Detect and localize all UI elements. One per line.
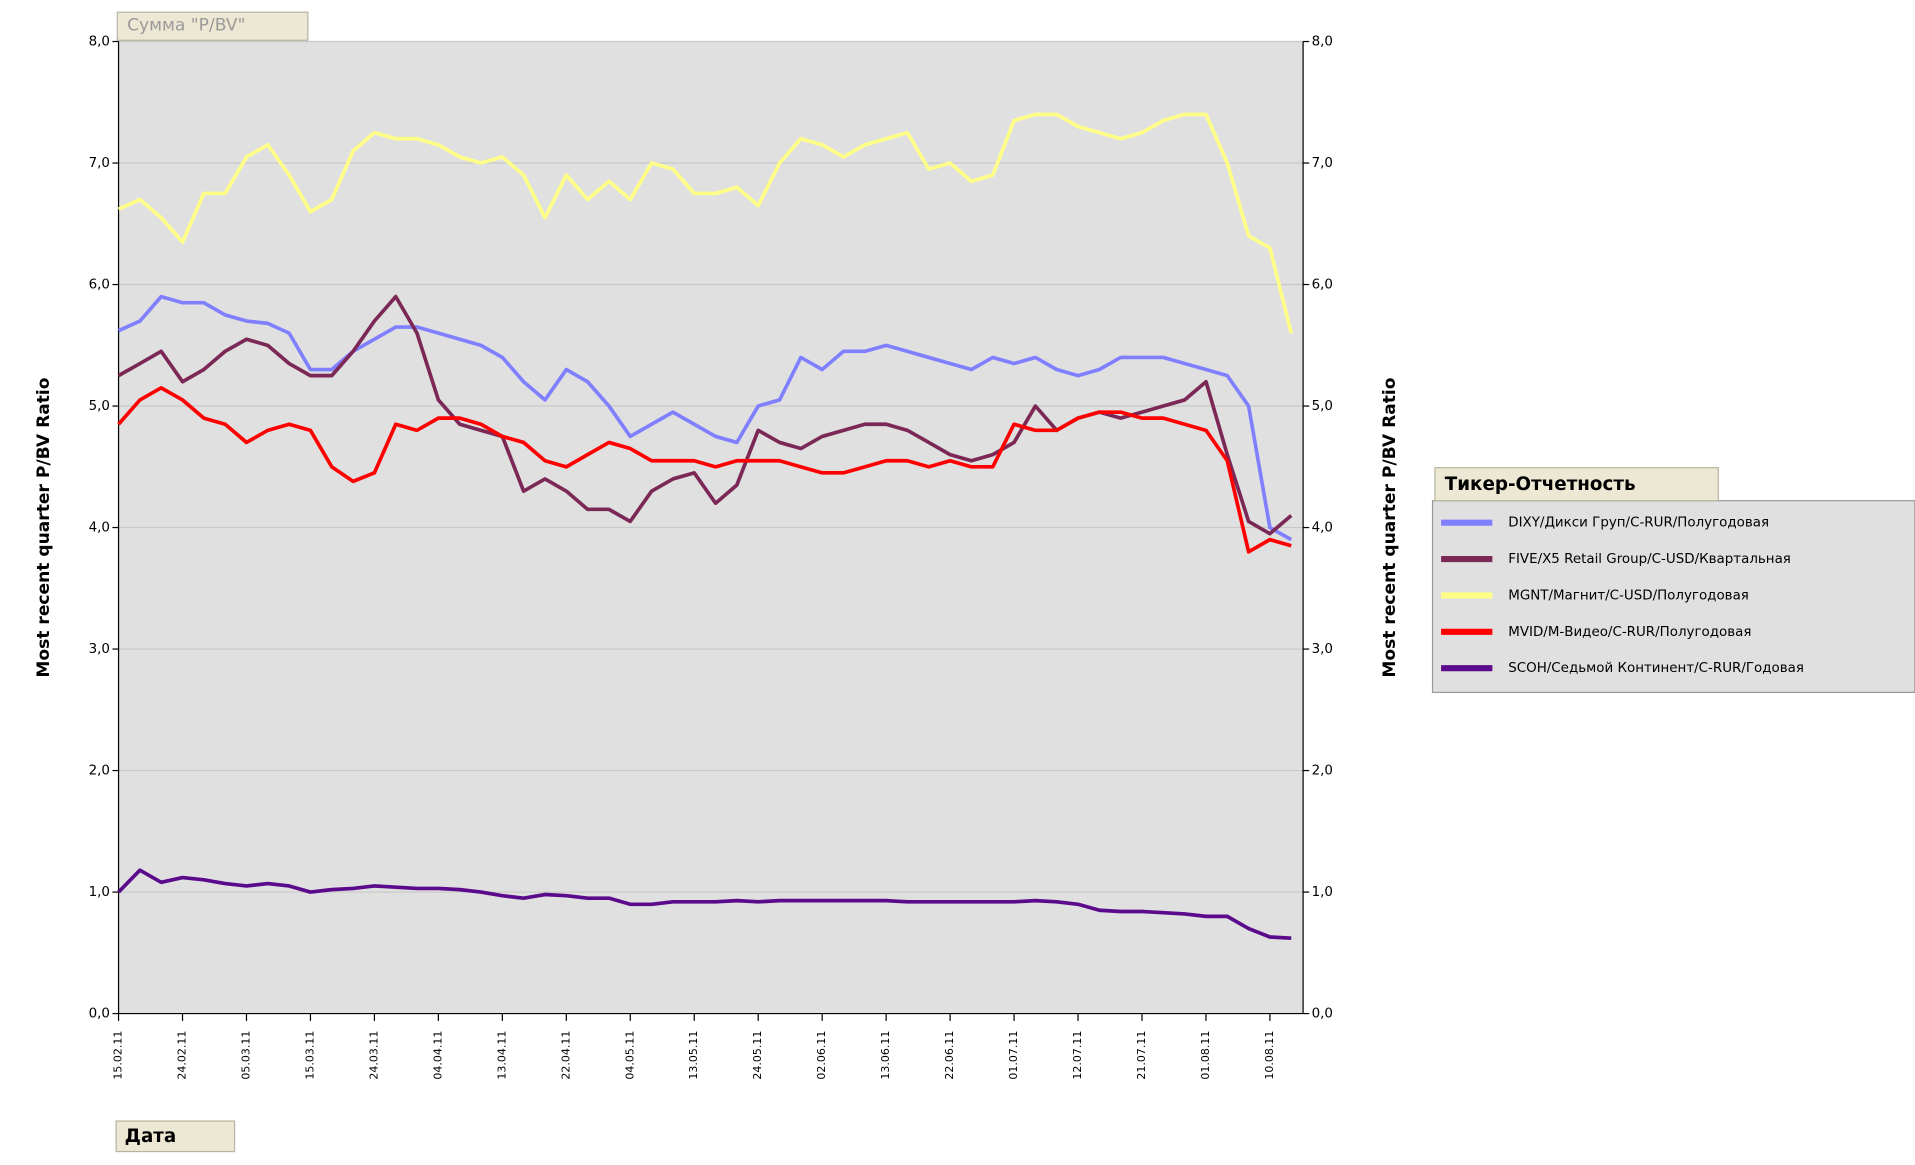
y-tick-label: 6,0	[89, 278, 110, 293]
y2-tick-label: 6,0	[1312, 278, 1333, 293]
x-tick-label: 24.02.11	[176, 1031, 189, 1080]
legend-label: FIVE/X5 Retail Group/C-USD/Квартальная	[1508, 552, 1791, 567]
x-button-label[interactable]: Дата	[125, 1126, 177, 1147]
y-tick-label: 0,0	[89, 1007, 110, 1022]
y-axis-label: Most recent quarter P/BV Ratio	[34, 378, 54, 678]
y-tick-label: 7,0	[89, 156, 110, 171]
x-tick-label: 04.05.11	[623, 1031, 636, 1080]
y2-axis-label: Most recent quarter P/BV Ratio	[1380, 378, 1400, 678]
y2-tick-label: 7,0	[1312, 156, 1333, 171]
legend-title-box	[1434, 467, 1719, 502]
legend-label: SCOH/Седьмой Континент/C-RUR/Годовая	[1508, 661, 1804, 676]
x-tick-label: 01.07.11	[1007, 1031, 1020, 1080]
x-tick-label: 02.06.11	[815, 1031, 828, 1080]
x-tick-label: 24.05.11	[751, 1031, 764, 1080]
x-button[interactable]	[115, 1120, 236, 1153]
y2-tick-label: 5,0	[1312, 399, 1333, 414]
x-tick-label: 22.04.11	[559, 1031, 572, 1080]
series-line	[117, 868, 1292, 941]
x-tick-label: 21.07.11	[1135, 1031, 1148, 1080]
x-tick-label: 15.02.11	[112, 1031, 125, 1080]
x-tick-label: 12.07.11	[1071, 1031, 1084, 1080]
y2-tick-label: 0,0	[1312, 1007, 1333, 1022]
y2-tick-label: 8,0	[1312, 35, 1333, 50]
y-tick-label: 3,0	[89, 642, 110, 657]
series-line	[117, 386, 1292, 554]
y-tick-label: 8,0	[89, 35, 110, 50]
y-tick-label: 4,0	[89, 521, 110, 536]
x-tick-label: 05.03.11	[239, 1031, 252, 1080]
legend-label: DIXY/Дикси Груп/C-RUR/Полугодовая	[1508, 516, 1769, 531]
y2-tick-label: 2,0	[1312, 764, 1333, 779]
x-tick-label: 15.03.11	[303, 1031, 316, 1080]
x-tick-label: 10.08.11	[1263, 1031, 1276, 1080]
y2-tick-label: 3,0	[1312, 642, 1333, 657]
x-tick-label: 13.05.11	[687, 1031, 700, 1080]
x-tick-label: 01.08.11	[1199, 1031, 1212, 1080]
legend	[1431, 500, 1915, 694]
legend-label: MGNT/Магнит/C-USD/Полугодовая	[1508, 588, 1749, 603]
y-tick-label: 1,0	[89, 885, 110, 900]
x-tick-label: 13.04.11	[495, 1031, 508, 1080]
series-line	[117, 294, 1293, 542]
y-tick-label: 2,0	[89, 764, 110, 779]
series-line	[117, 112, 1294, 334]
legend-label: MVID/М-Видео/C-RUR/Полугодовая	[1508, 625, 1751, 640]
x-tick-label: 04.04.11	[431, 1031, 444, 1080]
x-tick-label: 13.06.11	[879, 1031, 892, 1080]
filter-button-label[interactable]: Сумма "P/BV"	[127, 16, 245, 36]
legend-title: Тикер-Отчетность	[1445, 474, 1636, 495]
x-tick-label: 22.06.11	[943, 1031, 956, 1080]
filter-button[interactable]	[116, 11, 309, 41]
x-tick-label: 24.03.11	[367, 1031, 380, 1080]
y-tick-label: 5,0	[89, 399, 110, 414]
y2-tick-label: 4,0	[1312, 521, 1333, 536]
y2-tick-label: 1,0	[1312, 885, 1333, 900]
